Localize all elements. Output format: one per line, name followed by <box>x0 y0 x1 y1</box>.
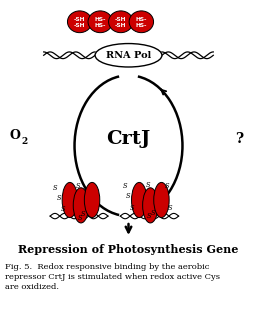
Text: S: S <box>130 204 135 212</box>
Text: S: S <box>81 210 86 218</box>
Ellipse shape <box>67 11 92 32</box>
Ellipse shape <box>143 188 158 223</box>
Ellipse shape <box>132 182 147 218</box>
Text: S: S <box>165 182 169 190</box>
Text: -SH: -SH <box>74 17 85 22</box>
Text: O: O <box>10 129 21 142</box>
Text: S: S <box>167 204 172 212</box>
Text: HS-: HS- <box>95 23 106 28</box>
Text: S: S <box>151 209 155 217</box>
Ellipse shape <box>108 11 133 32</box>
Text: ?: ? <box>235 132 243 146</box>
Text: HS-: HS- <box>136 17 147 22</box>
Text: S: S <box>126 192 131 200</box>
Text: S: S <box>53 184 58 192</box>
Text: Repression of Photosynthesis Gene: Repression of Photosynthesis Gene <box>18 244 239 255</box>
Text: S: S <box>76 182 81 190</box>
Text: CrtJ: CrtJ <box>106 130 151 148</box>
Ellipse shape <box>95 44 162 67</box>
Text: RNA Pol: RNA Pol <box>106 51 151 60</box>
Text: S: S <box>57 194 61 202</box>
Text: S: S <box>77 214 82 222</box>
Ellipse shape <box>129 11 154 32</box>
Text: -SH: -SH <box>115 23 126 28</box>
Ellipse shape <box>88 11 113 32</box>
Text: S: S <box>122 182 127 190</box>
Ellipse shape <box>84 182 100 218</box>
Text: 2: 2 <box>21 137 27 146</box>
Text: S: S <box>147 212 151 220</box>
Text: S: S <box>145 181 150 189</box>
Ellipse shape <box>154 182 169 218</box>
Text: S: S <box>61 205 65 213</box>
Ellipse shape <box>73 188 89 223</box>
Text: HS-: HS- <box>95 17 106 22</box>
Ellipse shape <box>62 182 78 218</box>
Text: HS-: HS- <box>136 23 147 28</box>
Text: -SH: -SH <box>115 17 126 22</box>
Text: -SH: -SH <box>74 23 85 28</box>
Text: Fig. 5.  Redox responsive binding by the aerobic
repressor CrtJ is stimulated wh: Fig. 5. Redox responsive binding by the … <box>5 263 220 291</box>
